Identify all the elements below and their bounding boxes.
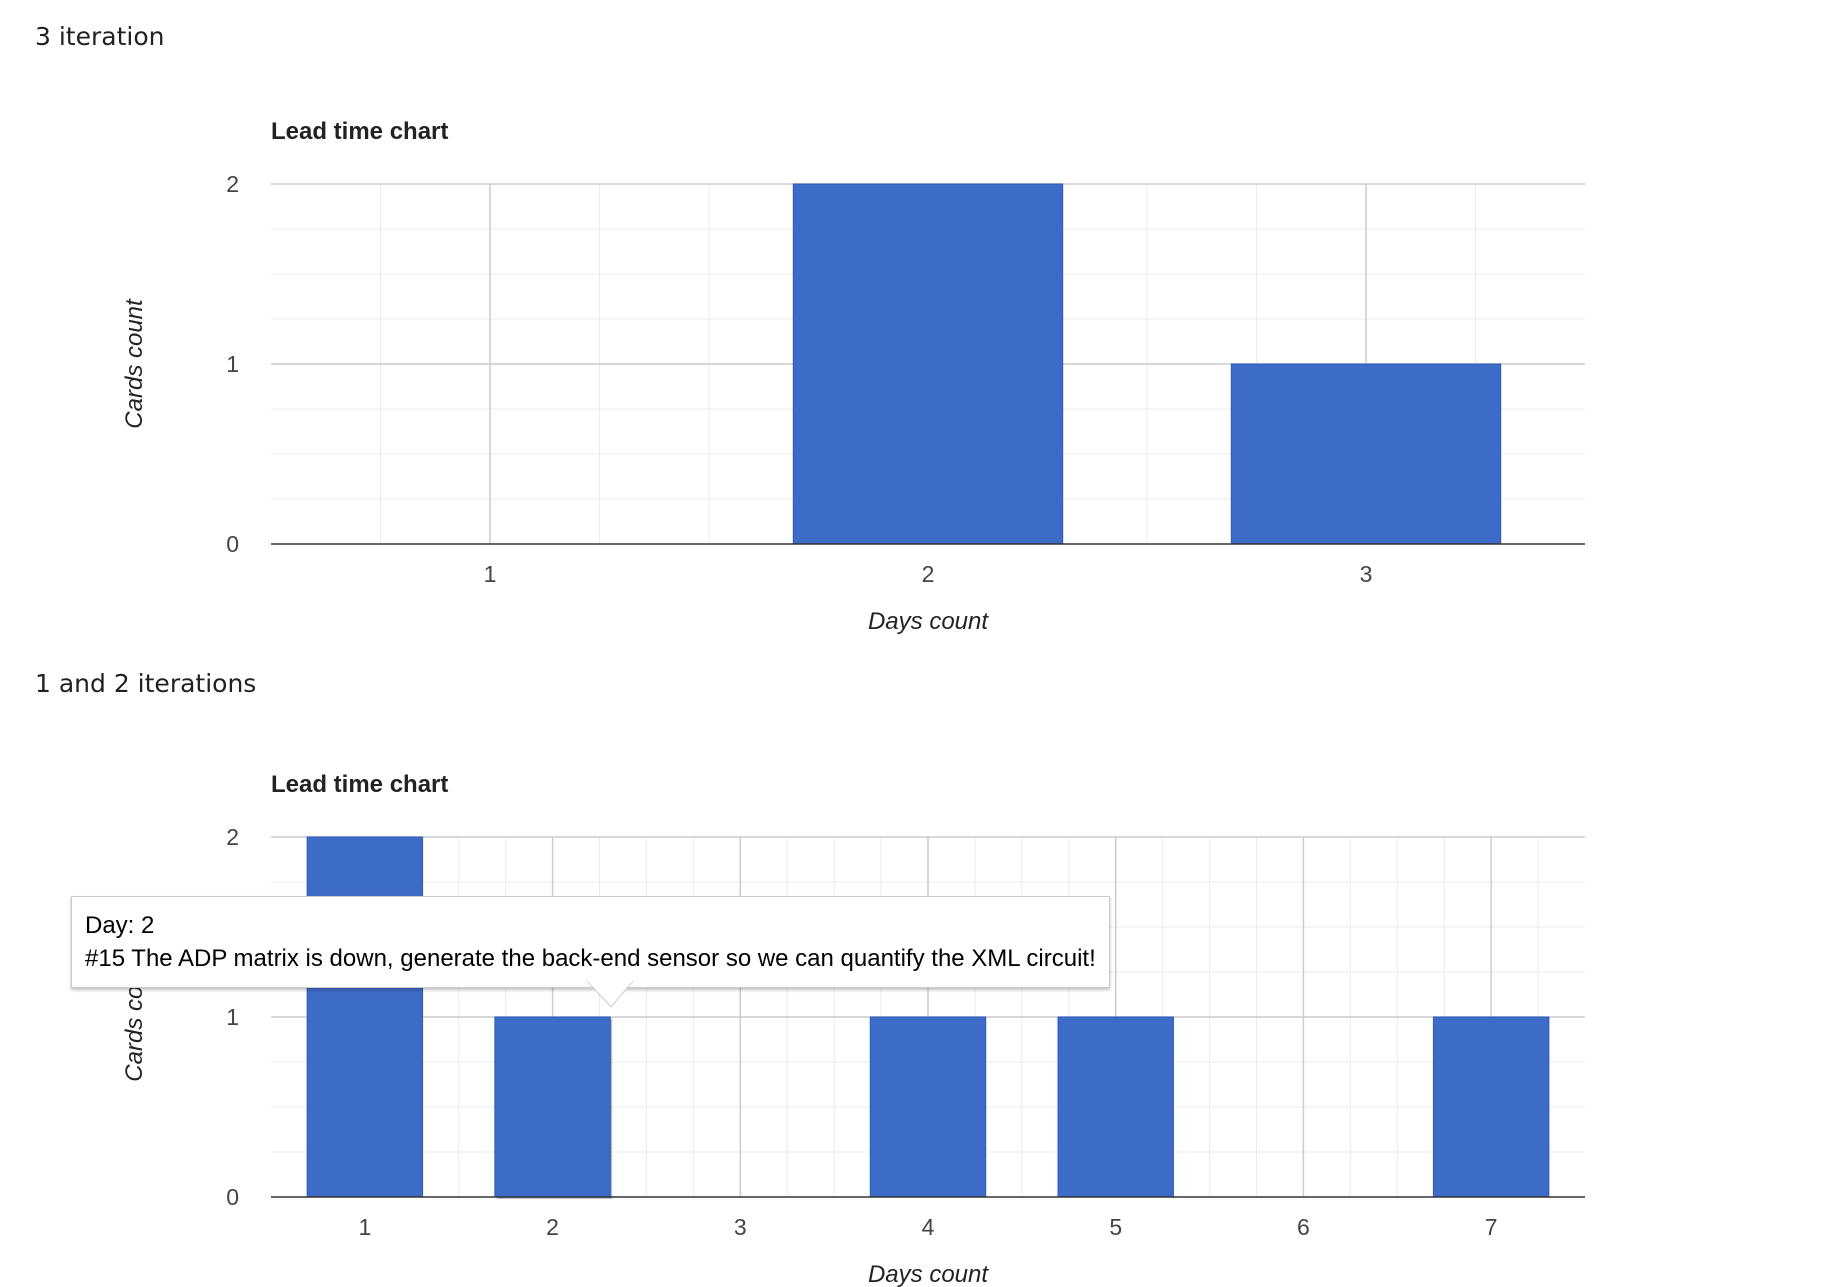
bar-day-5 <box>1057 1016 1174 1198</box>
y-tick-label: 1 <box>226 351 239 377</box>
x-tick-label: 3 <box>1360 561 1373 587</box>
x-tick-label: 2 <box>922 561 935 587</box>
bar-day-7 <box>1432 1016 1550 1198</box>
y-axis-title: Cards count <box>121 298 148 429</box>
y-tick-label: 0 <box>226 1184 239 1210</box>
bar-day-3 <box>1230 363 1502 545</box>
section-heading-3-iteration: 3 iteration <box>35 22 165 51</box>
x-tick-label: 1 <box>484 561 497 587</box>
x-tick-label: 6 <box>1297 1214 1310 1240</box>
x-tick-label: 5 <box>1109 1214 1122 1240</box>
bar-day-2 <box>494 1016 611 1198</box>
bar-tooltip: Day: 2 #15 The ADP matrix is down, gener… <box>71 896 1110 988</box>
x-axis-title: Days count <box>868 608 989 635</box>
tooltip-card: #15 The ADP matrix is down, generate the… <box>85 945 1096 972</box>
chart-title: Lead time chart <box>271 118 448 145</box>
x-axis-title: Days count <box>868 1261 989 1287</box>
bar-day-2 <box>792 183 1064 545</box>
x-tick-label: 3 <box>734 1214 747 1240</box>
tooltip-tail <box>586 981 634 1008</box>
y-tick-label: 1 <box>226 1004 239 1030</box>
lead-time-chart-3-iteration: Lead time chart 0 1 2 1 2 3 Days count Cards cou… <box>121 118 1585 635</box>
chart-title: Lead time chart <box>271 771 448 798</box>
y-tick-label: 2 <box>226 824 239 850</box>
x-tick-label: 4 <box>922 1214 935 1240</box>
bar-day-4 <box>869 1016 987 1198</box>
tooltip-day: Day: 2 <box>85 912 155 939</box>
section-heading-1-2-iterations: 1 and 2 iterations <box>35 669 257 698</box>
x-tick-label: 7 <box>1485 1214 1498 1240</box>
x-tick-label: 2 <box>546 1214 559 1240</box>
bar-day-1 <box>306 836 424 1198</box>
y-tick-label: 0 <box>226 531 239 557</box>
x-tick-label: 1 <box>358 1214 371 1240</box>
y-tick-label: 2 <box>226 171 239 197</box>
